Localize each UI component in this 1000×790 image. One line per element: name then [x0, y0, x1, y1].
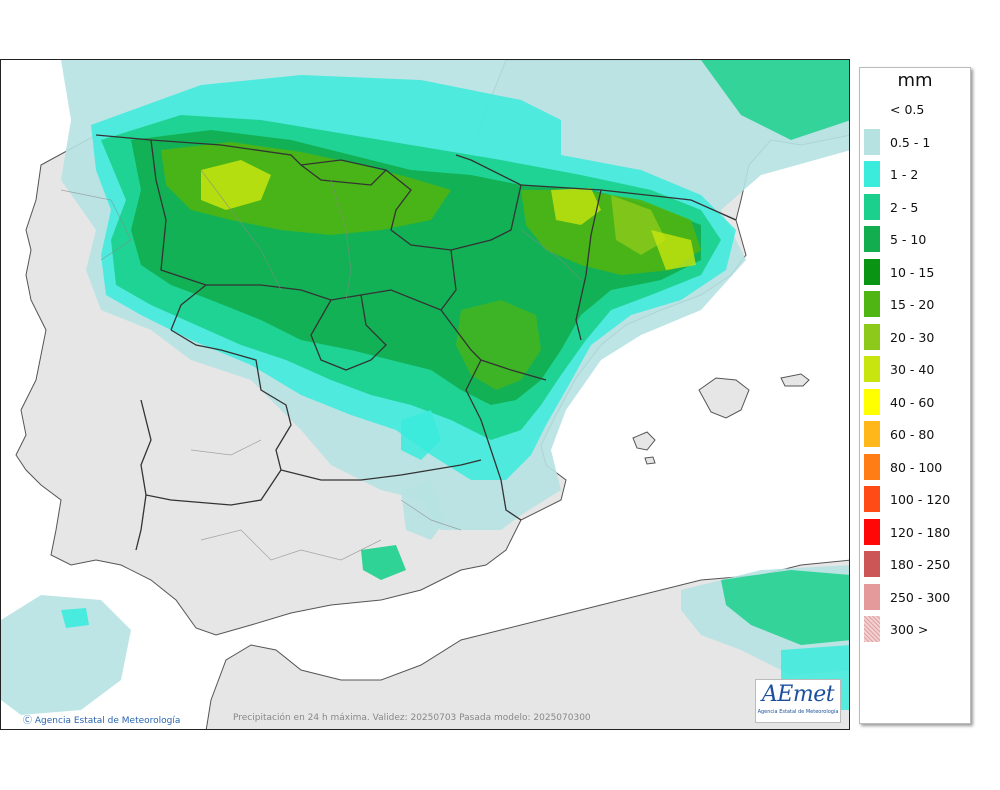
legend: mm < 0.5 0.5 - 1 1 - 2 2 - 5 5 - 10 10 - 15 15… — [859, 67, 971, 724]
legend-item: 180 - 250 — [864, 551, 968, 577]
provincial-borders — [60, 169, 582, 561]
legend-item: 40 - 60 — [864, 388, 968, 415]
legend-swatch — [864, 323, 880, 350]
precipitation-map: Ⓒ Agencia Estatal de Meteorología Precip… — [0, 59, 850, 730]
formentera — [644, 456, 656, 465]
rain-30-40-2 — [551, 188, 601, 225]
legend-label: 15 - 20 — [890, 297, 935, 312]
legend-item: 20 - 30 — [864, 323, 968, 350]
rain-30-40-4 — [651, 230, 696, 270]
precipitation-overlay — [1, 60, 849, 715]
legend-label: 80 - 100 — [890, 459, 943, 475]
credit-text: Ⓒ Agencia Estatal de Meteorología — [23, 713, 180, 726]
legend-label: 1 - 2 — [890, 167, 919, 182]
aemet-logo: AEmet Agencia Estatal de Meteorología — [755, 679, 841, 723]
legend-swatch — [864, 453, 880, 480]
legend-item: 0.5 - 1 — [864, 128, 968, 155]
legend-label: < 0.5 — [890, 102, 925, 117]
map-caption: Precipitación en 24 h máxima. Validez: 2… — [233, 713, 591, 723]
legend-swatch — [864, 258, 880, 285]
legend-swatch — [864, 161, 880, 187]
legend-unit: mm — [897, 70, 933, 91]
legend-swatch — [864, 486, 880, 512]
rain-30-40-1 — [201, 160, 271, 210]
logo-brand: AEmet — [761, 682, 835, 707]
rain-30-40-3 — [611, 195, 666, 255]
legend-label: 30 - 40 — [890, 362, 935, 377]
rain-south-2 — [361, 545, 406, 580]
mallorca — [698, 377, 750, 419]
legend-swatch — [864, 421, 880, 447]
map-canvas — [1, 60, 849, 729]
legend-item: 100 - 120 — [864, 486, 968, 512]
menorca — [780, 373, 810, 387]
copyright-icon: Ⓒ — [23, 716, 33, 726]
legend-label: 180 - 250 — [890, 557, 951, 572]
legend-item: 250 - 300 — [864, 583, 968, 610]
legend-item: 80 - 100 — [864, 453, 968, 480]
legend-item: 300 > — [864, 616, 968, 642]
legend-swatch — [864, 583, 880, 610]
legend-item: 1 - 2 — [864, 161, 968, 187]
ibiza — [632, 431, 656, 451]
legend-swatch — [864, 356, 880, 382]
legend-item: 2 - 5 — [864, 193, 968, 220]
legend-label: 120 - 180 — [890, 524, 951, 540]
rain-atlantic-sw-2 — [61, 608, 89, 628]
credit-label: Agencia Estatal de Meteorología — [34, 716, 181, 726]
legend-item: 30 - 40 — [864, 356, 968, 382]
legend-label: 2 - 5 — [890, 199, 919, 215]
legend-label: 20 - 30 — [890, 329, 935, 345]
legend-swatch — [864, 388, 880, 415]
legend-item: 15 - 20 — [864, 291, 968, 317]
legend-swatch — [864, 226, 880, 252]
legend-swatch — [864, 96, 880, 122]
legend-label: 40 - 60 — [890, 394, 935, 410]
legend-swatch — [864, 518, 880, 545]
rain-south-1 — [401, 410, 441, 460]
legend-swatch — [864, 291, 880, 317]
rain-france-ne — [701, 60, 849, 140]
rain-atlantic-sw — [1, 595, 131, 715]
legend-item: 10 - 15 — [864, 258, 968, 285]
logo-subtitle: Agencia Estatal de Meteorología — [757, 709, 839, 715]
legend-label: 0.5 - 1 — [890, 134, 931, 150]
legend-label: 10 - 15 — [890, 264, 935, 280]
legend-label: 250 - 300 — [890, 589, 951, 605]
legend-item: < 0.5 — [864, 96, 968, 122]
legend-item: 120 - 180 — [864, 518, 968, 545]
legend-swatch — [864, 128, 880, 155]
legend-label: 100 - 120 — [890, 492, 951, 507]
legend-item: 5 - 10 — [864, 226, 968, 252]
legend-item: 60 - 80 — [864, 421, 968, 447]
legend-swatch — [864, 193, 880, 220]
regional-borders — [95, 134, 737, 551]
legend-swatch — [864, 551, 880, 577]
legend-label: 300 > — [890, 622, 929, 637]
legend-swatch — [864, 616, 880, 642]
rain-south-3 — [401, 480, 446, 540]
rain-algeria-2 — [721, 570, 849, 645]
legend-label: 5 - 10 — [890, 232, 927, 247]
legend-label: 60 - 80 — [890, 427, 935, 442]
